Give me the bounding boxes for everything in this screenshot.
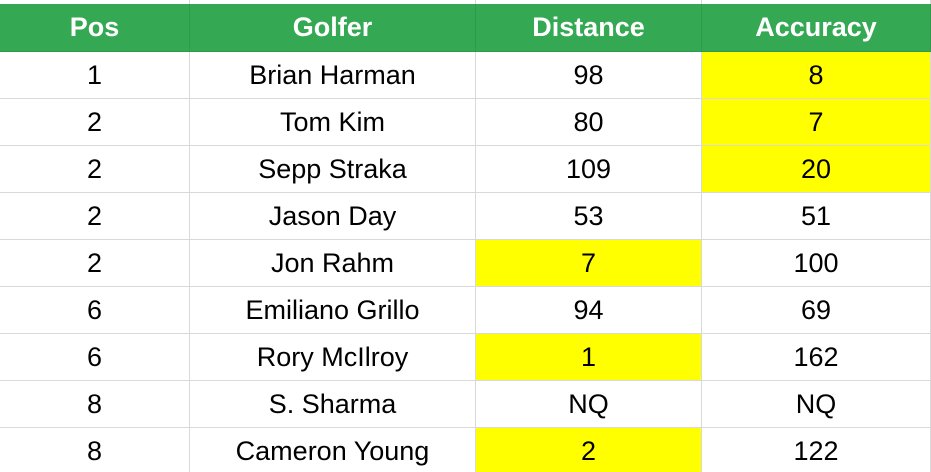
table-cell[interactable]: NQ [476, 381, 702, 428]
table-cell[interactable]: 53 [476, 193, 702, 240]
table-cell[interactable]: Sepp Straka [190, 146, 476, 193]
grid-strip [190, 0, 476, 4]
table-cell[interactable]: 7 [476, 240, 702, 287]
header-cell[interactable]: Pos [0, 4, 190, 52]
table-cell[interactable]: 2 [0, 99, 190, 146]
table-cell[interactable]: 1 [0, 52, 190, 99]
table-cell[interactable]: Emiliano Grillo [190, 287, 476, 334]
table-cell[interactable]: 109 [476, 146, 702, 193]
table-cell[interactable]: 162 [702, 334, 931, 381]
table-cell[interactable]: 1 [476, 334, 702, 381]
table-cell[interactable]: 94 [476, 287, 702, 334]
table-cell[interactable]: 8 [0, 381, 190, 428]
table-cell[interactable]: 122 [702, 428, 931, 472]
table-cell[interactable]: 6 [0, 334, 190, 381]
table-cell[interactable]: 80 [476, 99, 702, 146]
header-cell[interactable]: Distance [476, 4, 702, 52]
table-cell[interactable]: 2 [0, 146, 190, 193]
grid-strip [0, 0, 190, 4]
table-cell[interactable]: NQ [702, 381, 931, 428]
table-cell[interactable]: 20 [702, 146, 931, 193]
table-cell[interactable]: Jason Day [190, 193, 476, 240]
header-cell[interactable]: Golfer [190, 4, 476, 52]
table-cell[interactable]: Cameron Young [190, 428, 476, 472]
table-cell[interactable]: 2 [0, 240, 190, 287]
table-cell[interactable]: 51 [702, 193, 931, 240]
table-cell[interactable]: 8 [0, 428, 190, 472]
table-cell[interactable]: 2 [476, 428, 702, 472]
table-cell[interactable]: 6 [0, 287, 190, 334]
table-cell[interactable]: 8 [702, 52, 931, 99]
table-cell[interactable]: 7 [702, 99, 931, 146]
table-cell[interactable]: 98 [476, 52, 702, 99]
table-cell[interactable]: S. Sharma [190, 381, 476, 428]
table-cell[interactable]: Jon Rahm [190, 240, 476, 287]
table-cell[interactable]: 2 [0, 193, 190, 240]
grid-strip [476, 0, 702, 4]
table-cell[interactable]: 100 [702, 240, 931, 287]
table-cell[interactable]: Tom Kim [190, 99, 476, 146]
table-cell[interactable]: Rory McIlroy [190, 334, 476, 381]
table-cell[interactable]: 69 [702, 287, 931, 334]
table-cell[interactable]: Brian Harman [190, 52, 476, 99]
header-cell[interactable]: Accuracy [702, 4, 931, 52]
